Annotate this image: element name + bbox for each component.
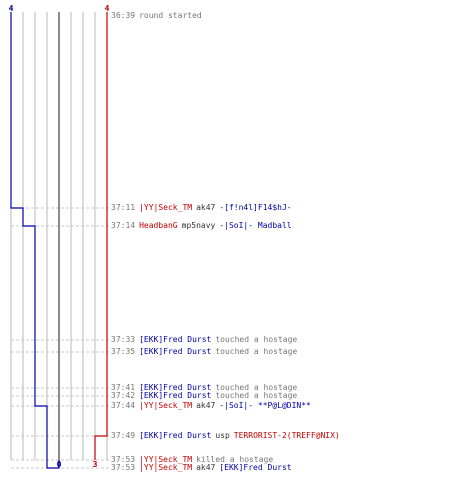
actor-name: [EKK]Fred Durst [139,383,212,392]
action-text: touched a hostage [215,383,298,392]
event-row: 37:53 |YY|Seck_TM killed a hostage [111,455,277,465]
event-row: 37:44 |YY|Seck_TM ak47 -|SoI|- **P@L@DIN** [111,401,315,411]
action-text: touched a hostage [215,347,298,356]
weapon-name: usp [215,431,230,440]
killer-name: [EKK]Fred Durst [139,431,212,440]
event-row: 37:49 [EKK]Fred Durst usp TERRORIST-2(TREFF… [111,431,344,441]
event-row: 37:53 |YY|Seck_TM ak47 [EKK]Fred Durst [111,463,296,473]
t-end-count: 3 [93,460,98,469]
event-time: 37:14 [111,221,136,230]
event-guide-lines [11,207,110,469]
killer-name: |YY|Seck_TM [139,463,193,472]
event-time: 37:49 [111,431,136,440]
event-time: 37:42 [111,391,136,400]
action-text: killed a hostage [196,455,274,464]
event-row: 37:14 HeadbanG mp5navy -|SoI|- Madball [111,221,296,231]
ct-start-count: 4 [9,4,14,13]
event-time: 37:35 [111,347,136,356]
ct-alive-step-line [10,12,60,469]
ct-end-count: 0 [57,460,62,469]
weapon-name: ak47 [196,203,216,212]
victim-name: [EKK]Fred Durst [219,463,292,472]
weapon-name: ak47 [196,463,216,472]
event-time: 37:53 [111,455,136,464]
t-start-count: 4 [105,4,110,13]
victim-name: -|SoI|- Madball [219,221,292,230]
victim-name: TERRORIST-2(TREFF@NIX) [233,431,340,440]
event-row: 36:39 round started [111,11,206,21]
killer-name: |YY|Seck_TM [139,203,193,212]
event-row: 37:35 [EKK]Fred Durst touched a hostage [111,347,301,357]
weapon-name: ak47 [196,401,216,410]
action-text: touched a hostage [215,335,298,344]
event-time: 37:11 [111,203,136,212]
victim-name: -|SoI|- **P@L@DIN** [219,401,311,410]
victim-name: -[f!n4l]F14$hJ- [219,203,292,212]
action-text: touched a hostage [215,391,298,400]
killer-name: |YY|Seck_TM [139,401,193,410]
event-row: 37:42 [EKK]Fred Durst touched a hostage [111,391,301,401]
t-alive-step-line [94,12,108,460]
event-time: 37:33 [111,335,136,344]
event-row: 37:11 |YY|Seck_TM ak47 -[f!n4l]F14$hJ- [111,203,296,213]
event-time: 37:44 [111,401,136,410]
actor-name: |YY|Seck_TM [139,455,193,464]
actor-name: [EKK]Fred Durst [139,391,212,400]
event-time: 37:41 [111,383,136,392]
event-time: 37:53 [111,463,136,472]
actor-name: [EKK]Fred Durst [139,347,212,356]
killer-name: HeadbanG [139,221,178,230]
event-row: 37:41 [EKK]Fred Durst touched a hostage [111,383,301,393]
event-row: 37:33 [EKK]Fred Durst touched a hostage [111,335,301,345]
event-time: 36:39 [111,11,136,20]
event-message: round started [139,11,202,20]
actor-name: [EKK]Fred Durst [139,335,212,344]
weapon-name: mp5navy [181,221,216,230]
